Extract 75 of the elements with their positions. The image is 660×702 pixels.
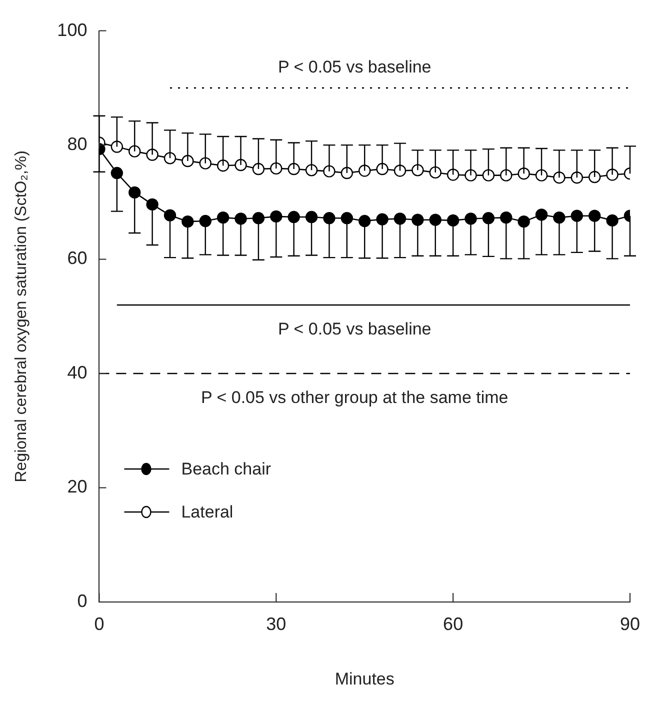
point (340, 166, 354, 180)
annotation: P < 0.05 vs baseline (278, 320, 432, 339)
point (164, 152, 176, 164)
point (164, 209, 176, 222)
point (376, 162, 388, 176)
point (553, 172, 566, 184)
point (482, 169, 495, 182)
point (110, 166, 124, 180)
y-tick-label: 80 (67, 134, 88, 154)
y-tick-label: 100 (57, 20, 88, 40)
point (110, 140, 124, 153)
point (394, 212, 406, 225)
point (252, 212, 265, 224)
point (482, 212, 495, 224)
point (252, 162, 265, 176)
point (446, 214, 460, 227)
point (358, 214, 371, 228)
annotation: P < 0.05 vs baseline (278, 58, 432, 77)
point (199, 214, 212, 228)
y-tick-label: 40 (67, 362, 88, 382)
y-tick-label: 60 (67, 248, 88, 268)
point (412, 214, 424, 226)
point (464, 212, 477, 225)
annotation: P < 0.05 vs other group at the same time (200, 388, 508, 408)
point (288, 162, 300, 176)
point (606, 214, 618, 227)
point (570, 210, 584, 222)
point (340, 212, 354, 224)
point (182, 154, 194, 168)
point (216, 211, 230, 224)
point (446, 168, 460, 181)
point (146, 148, 158, 161)
point (182, 215, 194, 228)
y-tick-label: 0 (77, 590, 88, 611)
point (146, 198, 158, 211)
x-axis-title: Minutes (334, 669, 394, 688)
point (553, 211, 566, 224)
point (376, 213, 388, 226)
x-tick-label: 0 (94, 614, 104, 634)
y-tick-label: 20 (67, 476, 88, 497)
point (588, 210, 601, 222)
legend-label: Beach chair (181, 460, 272, 479)
point (588, 170, 601, 184)
point (518, 215, 530, 228)
point (234, 158, 247, 172)
point (305, 210, 318, 224)
point (500, 211, 512, 224)
x-tick-label: 30 (266, 614, 286, 634)
point (216, 160, 230, 172)
point (128, 145, 141, 158)
point (535, 208, 548, 221)
point (358, 164, 371, 177)
point (323, 212, 336, 224)
point (429, 214, 442, 226)
x-tick-label: 60 (443, 614, 464, 634)
point (429, 166, 442, 179)
y-axis-title: Regional cerebral oxygen saturation (SctO₂,%) (13, 150, 30, 482)
point (606, 168, 618, 181)
point (570, 172, 584, 184)
point (234, 212, 247, 225)
point (270, 162, 282, 175)
point (500, 169, 512, 182)
x-tick-label: 90 (620, 614, 640, 634)
point (270, 210, 282, 223)
point (394, 164, 406, 177)
point (518, 168, 530, 180)
legend-label: Lateral (181, 502, 234, 522)
point (128, 186, 141, 199)
point (288, 210, 300, 224)
point (464, 169, 477, 182)
point (535, 169, 548, 182)
point (323, 165, 336, 178)
point (305, 164, 318, 176)
point (199, 157, 212, 170)
point (412, 164, 424, 176)
